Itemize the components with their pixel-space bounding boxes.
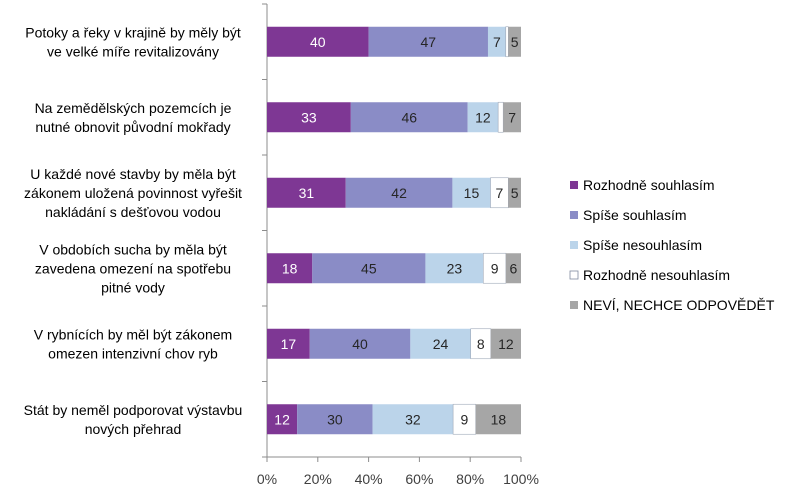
bar-value-label: 42 <box>391 185 407 201</box>
bar-value-label: 8 <box>477 336 485 352</box>
bar-value-label: 31 <box>299 185 315 201</box>
category-labels: Potoky a řeky v krajině by měly být ve ve… <box>24 24 243 437</box>
bar-value-label: 5 <box>511 185 519 201</box>
x-tick-label: 40% <box>355 471 383 487</box>
category-label: Potoky a řeky v krajině by měly být <box>25 24 241 40</box>
bar-value-label: 23 <box>447 260 463 276</box>
x-tick-label: 60% <box>405 471 433 487</box>
category-label: zavedena omezení na spotřebu <box>35 260 231 276</box>
bar-segment <box>497 101 504 133</box>
bar-segment <box>487 26 506 57</box>
bar-value-label: 12 <box>274 411 290 427</box>
bar-segment <box>267 253 313 284</box>
bar-segment <box>267 328 310 359</box>
bar-segment <box>503 102 521 133</box>
bar-value-label: 32 <box>405 411 421 427</box>
bar-segment <box>505 26 509 58</box>
x-axis-ticks: 0% 20% 40% 60% 80% 100% <box>257 471 539 487</box>
legend-label: Spíše nesouhlasím <box>583 237 702 253</box>
bar-value-label: 46 <box>401 109 417 125</box>
category-label: ve velké míře revitalizovány <box>47 43 219 59</box>
bar-segment <box>452 177 491 208</box>
bar-value-label: 12 <box>498 336 514 352</box>
bar-segment <box>425 253 484 284</box>
chart-legend: Rozhodně souhlasím Spíše souhlasím Spíše n… <box>569 177 775 313</box>
bar-value-label: 7 <box>496 185 504 201</box>
bar-segment <box>490 328 521 359</box>
bar-segment <box>267 404 298 435</box>
bar-value-label: 5 <box>511 34 519 50</box>
bar-value-label: 47 <box>421 34 437 50</box>
bar-segment <box>475 404 521 435</box>
category-label: nových přehrad <box>85 421 182 437</box>
bar-segment <box>467 102 499 133</box>
legend-label: Rozhodně nesouhlasím <box>583 267 730 283</box>
category-label: V rybnících by měl být zákonem <box>34 326 232 342</box>
legend-swatch <box>570 181 578 189</box>
category-label: nakládání s dešťovou vodou <box>45 204 221 220</box>
chart-bars: 40 47 7 533 46 12 731 42 15 7 518 45 23 9 617 40 24 8 1212… <box>267 26 521 435</box>
bar-value-label: 24 <box>433 336 449 352</box>
bar-value-label: 18 <box>282 260 298 276</box>
x-tick-label: 20% <box>304 471 332 487</box>
bar-value-label: 7 <box>508 109 516 125</box>
category-label: V obdobích sucha by měla být <box>39 241 227 257</box>
bar-value-label: 12 <box>475 109 491 125</box>
bar-value-label: 15 <box>464 185 480 201</box>
category-label: U každé nové stavby by měla být <box>30 166 236 182</box>
bar-segment <box>309 328 411 359</box>
bar-segment <box>508 26 521 57</box>
legend-label: Spíše souhlasím <box>583 207 687 223</box>
bar-segment <box>345 177 453 208</box>
bar-value-label: 45 <box>361 260 377 276</box>
bar-value-label: 30 <box>327 411 343 427</box>
bar-segment <box>350 102 468 133</box>
bar-value-label: 40 <box>352 336 368 352</box>
bar-segment <box>505 253 521 284</box>
chart-axes <box>262 3 522 462</box>
category-label: zákonem uložená povinnost vyřešit <box>24 185 242 201</box>
category-label: Stát by neměl podporovat výstavbu <box>24 402 243 418</box>
x-tick-label: 100% <box>503 471 539 487</box>
bar-value-label: 9 <box>491 260 499 276</box>
category-label: pitné vody <box>101 279 165 295</box>
bar-value-label: 17 <box>281 336 297 352</box>
bar-value-label: 40 <box>310 34 326 50</box>
bar-value-label: 33 <box>301 109 317 125</box>
bar-segment <box>508 177 521 208</box>
bar-segment <box>368 26 488 57</box>
x-tick-label: 80% <box>456 471 484 487</box>
legend-swatch <box>569 270 579 280</box>
legend-label: Rozhodně souhlasím <box>583 177 715 193</box>
bar-segment <box>267 26 369 57</box>
bar-segment <box>372 404 454 435</box>
bar-segment <box>312 253 426 284</box>
bar-segment <box>267 102 351 133</box>
legend-swatch <box>570 301 578 309</box>
category-label: Na zemědělských pozemcích je <box>35 100 232 116</box>
bar-segment <box>297 404 373 435</box>
bar-value-label: 7 <box>493 34 501 50</box>
bar-value-label: 18 <box>491 411 507 427</box>
category-label: nutné obnovit původní mokřady <box>35 119 230 135</box>
bar-value-label: 9 <box>461 411 469 427</box>
legend-swatch <box>570 211 578 219</box>
bar-value-label: 6 <box>510 260 518 276</box>
legend-label: NEVÍ, NECHCE ODPOVĚDĚT <box>583 297 775 313</box>
legend-swatch <box>570 241 578 249</box>
category-label: omezen intenzivní chov ryb <box>48 345 218 361</box>
bar-segment <box>267 177 346 208</box>
bar-segment <box>410 328 471 359</box>
x-tick-label: 0% <box>257 471 277 487</box>
